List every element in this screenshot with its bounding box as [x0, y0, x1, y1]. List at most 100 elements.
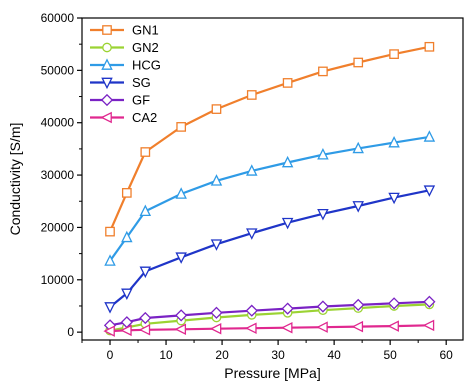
- data-point-ca2: [209, 322, 222, 335]
- legend: GN1 GN2 HCG SG GF CA2: [90, 23, 161, 125]
- series-line-sg: [109, 189, 430, 308]
- data-point-sg: [423, 185, 436, 197]
- data-point-gf: [316, 300, 330, 313]
- data-point-hcg: [104, 254, 116, 266]
- legend-marker-ca2: [100, 111, 112, 124]
- x-axis: 0 10 20 30 40 50 60: [81, 340, 454, 362]
- data-point-gf: [245, 304, 258, 317]
- data-point-ca2: [103, 325, 115, 337]
- series-gn1: [105, 41, 435, 237]
- data-point-hcg: [423, 130, 436, 142]
- data-point-gn1: [424, 41, 435, 52]
- legend-item-hcg: HCG: [90, 58, 161, 73]
- data-point-gf: [423, 295, 436, 308]
- data-point-gf: [139, 311, 152, 325]
- y-axis: 0 10000 20000 30000 40000 50000 60000: [41, 11, 82, 339]
- data-point-gn1: [121, 188, 132, 198]
- data-point-gn1: [140, 147, 151, 157]
- data-point-ca2: [174, 323, 187, 336]
- x-axis-title: Pressure [MPa]: [224, 365, 320, 381]
- data-point-gn1: [211, 104, 222, 114]
- data-point-sg: [317, 208, 329, 221]
- data-point-gn1: [318, 66, 328, 77]
- data-point-gf: [352, 298, 365, 312]
- plot-frame: [81, 17, 464, 341]
- data-point-sg: [210, 239, 223, 251]
- data-point-hcg: [139, 204, 152, 217]
- data-point-gf: [175, 309, 188, 322]
- legend-label-ca2: CA2: [132, 110, 157, 125]
- data-point-sg: [388, 192, 400, 205]
- x-tick-label: 60: [440, 348, 454, 362]
- y-tick-label: 10000: [41, 273, 75, 287]
- y-tick-label: 30000: [41, 168, 75, 182]
- legend-item-gn2: GN2: [90, 40, 159, 55]
- data-point-sg: [352, 201, 364, 213]
- legend-marker-gn1: [102, 25, 112, 35]
- legend-item-ca2: CA2: [90, 110, 157, 125]
- series-hcg: [104, 130, 436, 266]
- data-point-hcg: [281, 155, 294, 168]
- data-point-ca2: [245, 322, 257, 334]
- data-point-ca2: [280, 321, 293, 334]
- legend-item-gn1: GN1: [90, 23, 159, 38]
- data-point-hcg: [246, 164, 258, 176]
- series-line-ca2: [109, 324, 430, 333]
- data-point-ca2: [120, 324, 132, 337]
- data-point-gn1: [353, 57, 364, 68]
- data-point-sg: [121, 288, 133, 301]
- data-point-gn1: [389, 49, 399, 59]
- legend-marker-hcg: [101, 58, 113, 70]
- data-point-sg: [175, 252, 187, 264]
- legend-marker-gf: [100, 93, 114, 107]
- y-tick-label: 20000: [41, 220, 75, 234]
- data-point-sg: [104, 302, 116, 314]
- y-tick-label: 60000: [41, 11, 75, 25]
- data-point-gf: [281, 302, 294, 315]
- x-tick-label: 0: [107, 348, 114, 362]
- data-point-ca2: [316, 321, 328, 333]
- data-point-hcg: [388, 135, 400, 148]
- x-tick-label: 40: [327, 348, 341, 362]
- data-point-gn1: [176, 122, 187, 132]
- data-point-sg: [246, 228, 258, 240]
- legend-label-gn1: GN1: [132, 23, 159, 38]
- series-ca2: [103, 319, 435, 337]
- y-tick-label: 0: [67, 325, 74, 339]
- x-tick-label: 10: [159, 348, 173, 362]
- series-sg: [104, 185, 436, 314]
- data-point-sg: [281, 217, 294, 230]
- data-point-gn1: [105, 226, 115, 237]
- data-point-ca2: [422, 319, 435, 332]
- data-point-ca2: [138, 324, 151, 336]
- legend-label-sg: SG: [132, 75, 151, 90]
- data-point-gf: [387, 297, 401, 310]
- data-point-hcg: [317, 148, 329, 160]
- series-line-hcg: [109, 135, 430, 262]
- x-tick-label: 20: [215, 348, 229, 362]
- plot-border: [81, 17, 464, 341]
- legend-item-sg: SG: [90, 75, 151, 90]
- legend-marker-gn2: [102, 42, 112, 53]
- series-layer: [103, 41, 436, 337]
- data-point-gn1: [246, 90, 257, 100]
- legend-label-gf: GF: [132, 93, 150, 108]
- data-point-hcg: [352, 141, 364, 154]
- data-point-gf: [210, 306, 223, 319]
- data-point-hcg: [121, 230, 133, 243]
- data-point-ca2: [351, 320, 364, 333]
- y-tick-label: 40000: [41, 116, 75, 130]
- y-axis-title: Conductivity [S/m]: [7, 123, 23, 236]
- legend-marker-sg: [101, 77, 113, 90]
- legend-item-gf: GF: [90, 93, 150, 108]
- data-point-sg: [139, 266, 152, 279]
- x-tick-label: 30: [271, 348, 285, 362]
- series-gf: [103, 295, 436, 332]
- legend-label-gn2: GN2: [132, 40, 159, 55]
- x-tick-label: 50: [383, 348, 397, 362]
- y-tick-label: 50000: [41, 63, 75, 77]
- legend-label-hcg: HCG: [132, 58, 161, 73]
- data-point-gn1: [282, 78, 293, 88]
